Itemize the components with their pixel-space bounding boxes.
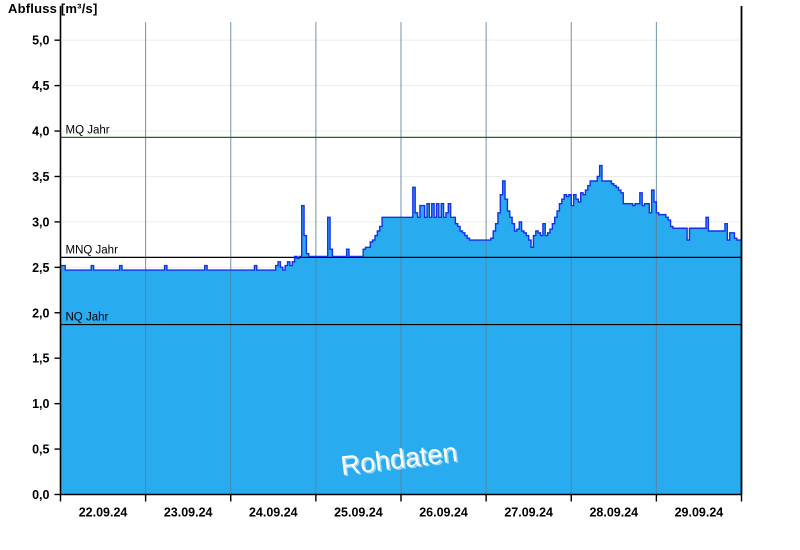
x-tick-label-3: 25.09.24 [334,506,383,520]
reference-label-nq-jahr: NQ Jahr [66,312,109,324]
y-tick-label-4: 2,0 [32,306,49,320]
x-tick-label-7: 29.09.24 [675,506,724,520]
x-tick-label-4: 26.09.24 [419,506,468,520]
discharge-line [60,164,742,271]
y-tick-label-8: 4,0 [32,125,49,139]
chart-title: Abfluss [m³/s] [8,1,98,16]
y-tick-label-3: 1,5 [32,352,49,366]
x-tick-label-2: 24.09.24 [249,506,298,520]
y-tick-label-10: 5,0 [32,34,49,48]
y-tick-label-0: 0,0 [32,488,49,502]
reference-label-mq-jahr: MQ Jahr [66,124,110,136]
y-tick-label-1: 0,5 [32,443,49,457]
x-tick-label-5: 27.09.24 [504,506,553,520]
y-tick-label-2: 1,0 [32,397,49,411]
y-tick-label-5: 2,5 [32,261,49,275]
x-tick-label-6: 28.09.24 [589,506,638,520]
reference-label-mnq-jahr: MNQ Jahr [66,244,119,256]
y-tick-label-9: 4,5 [32,79,49,93]
x-tick-label-1: 23.09.24 [164,506,213,520]
y-tick-label-6: 3,0 [32,215,49,229]
x-tick-label-0: 22.09.24 [79,506,128,520]
y-tick-label-7: 3,5 [32,170,49,184]
